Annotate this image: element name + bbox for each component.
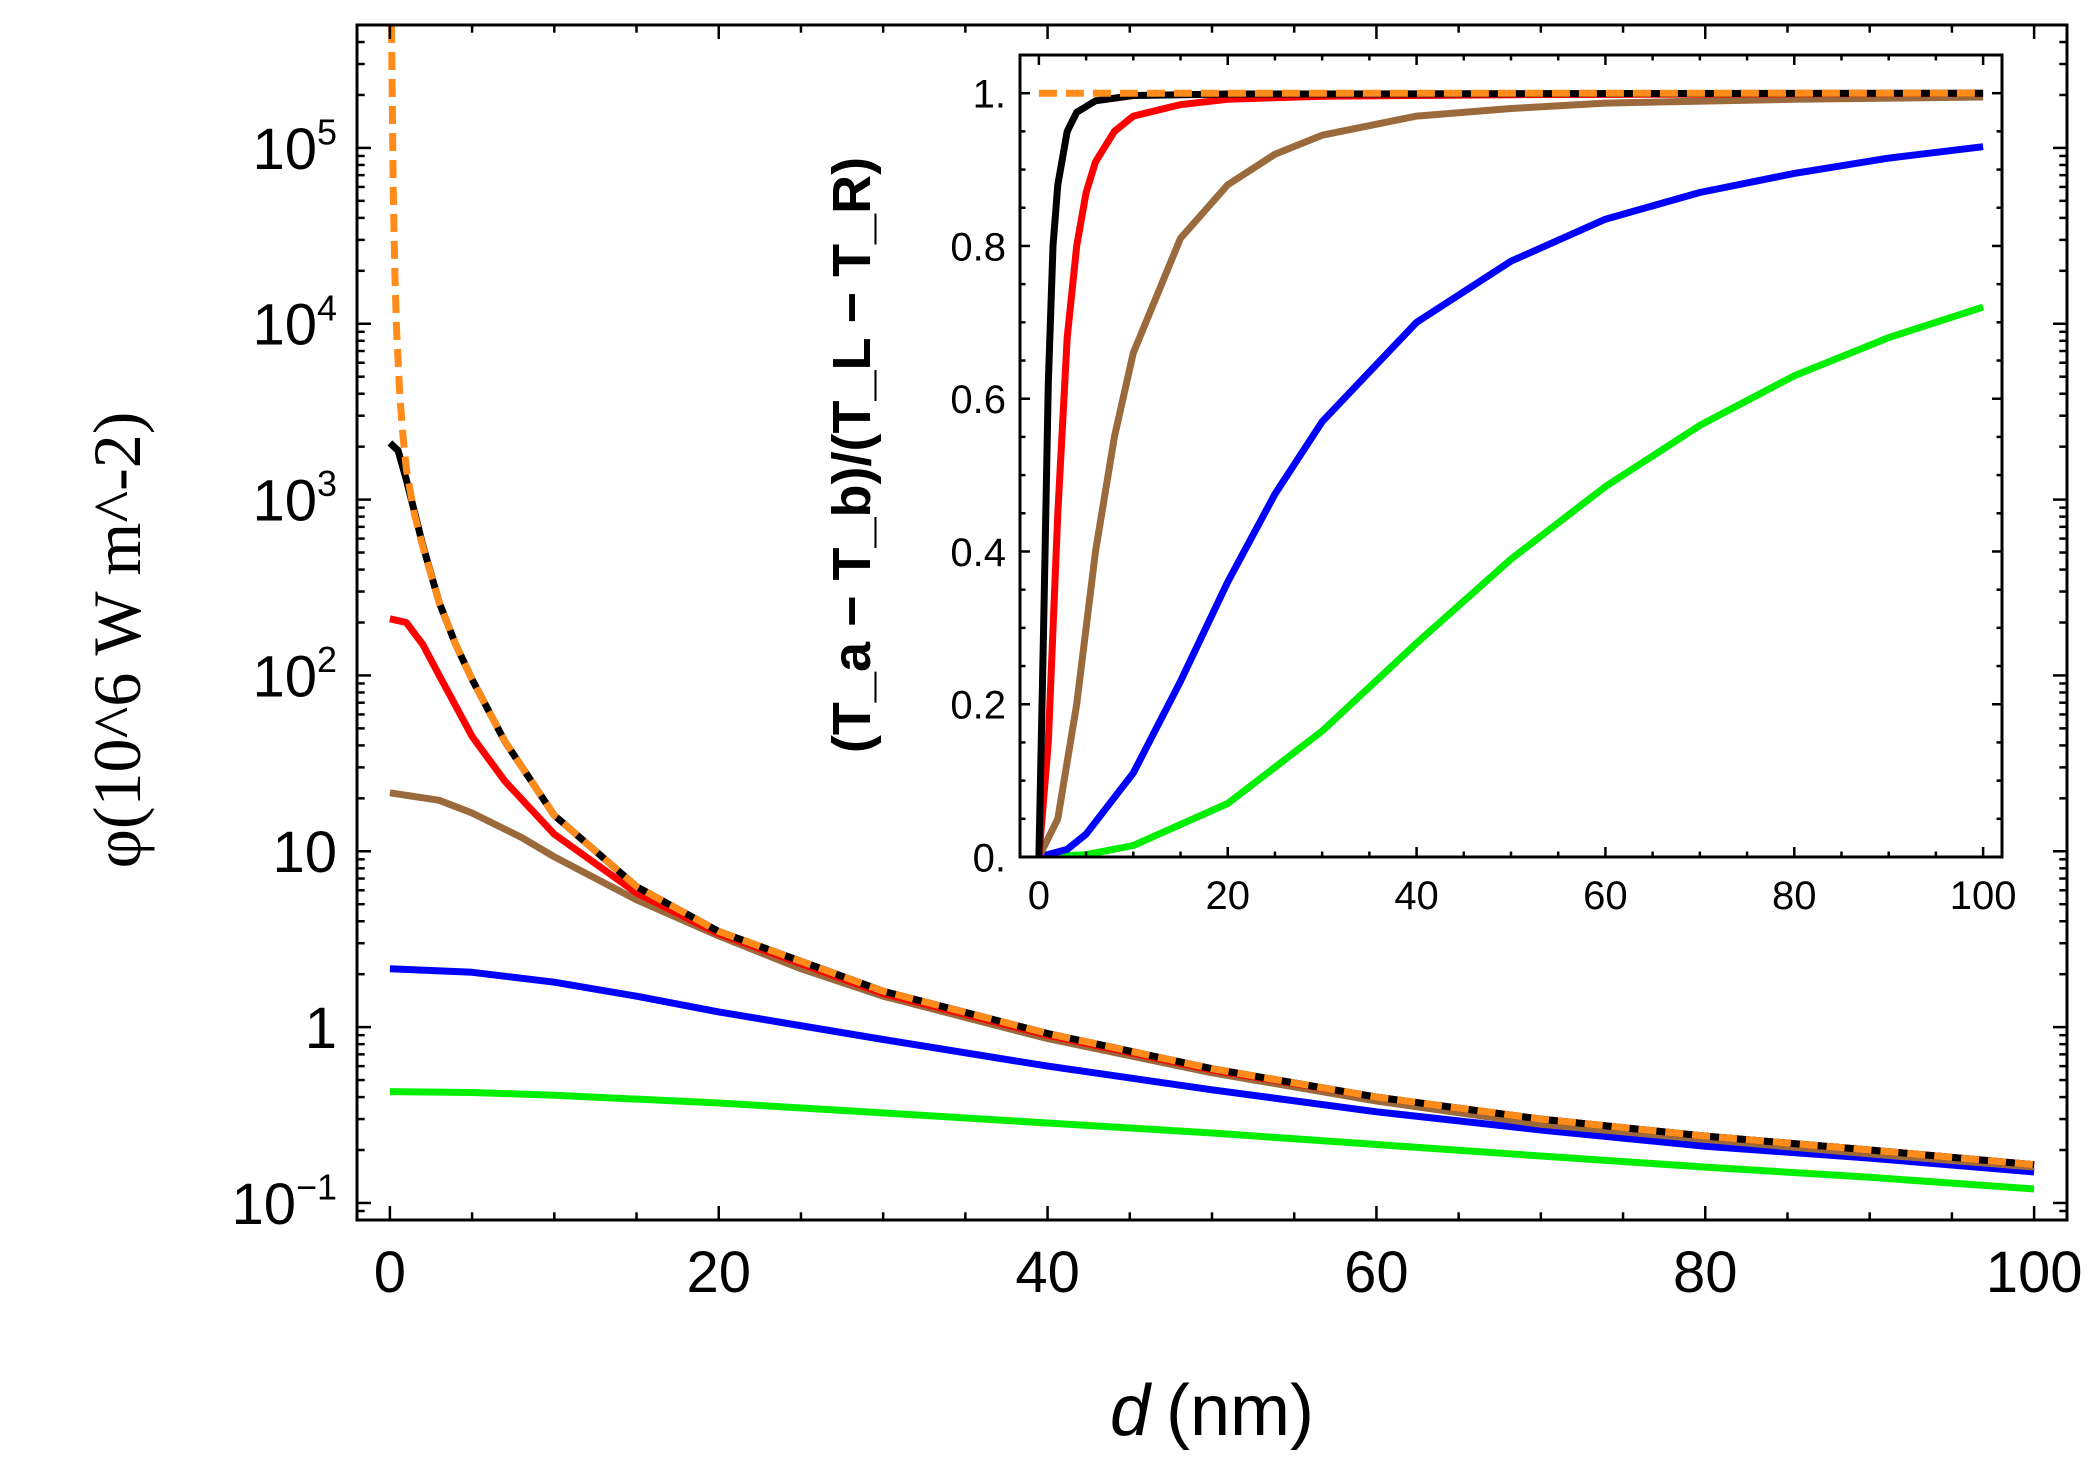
inset-y-tick-label: 0.8 (950, 225, 1006, 269)
main-y-tick-label: 1 (305, 996, 337, 1061)
main-y-tick-base: 10 (272, 820, 337, 885)
main-x-axis-variable: d (1110, 1371, 1152, 1451)
main-y-tick-label: 105 (252, 111, 337, 181)
main-y-tick-label: 103 (252, 463, 337, 533)
inset-y-tick-label: 1. (973, 73, 1006, 117)
main-x-tick-label: 80 (1673, 1240, 1738, 1305)
inset-x-tick-label: 100 (1950, 874, 2017, 918)
main-y-axis-label: φ(10^6 W m^-2) (79, 412, 155, 869)
main-x-tick-label: 20 (686, 1240, 751, 1305)
inset-series-brown (1035, 93, 1984, 857)
main-y-tick-exponent: 2 (317, 639, 337, 680)
inset-x-tick-label: 60 (1583, 874, 1628, 918)
main-x-tick-label: 60 (1344, 1240, 1409, 1305)
main-x-axis-label: d (nm) (1110, 1371, 1314, 1451)
inset-y-tick-label: 0.4 (950, 531, 1006, 575)
main-x-axis-unit: (nm) (1166, 1371, 1314, 1451)
inset-chart: 0 20 40 60 80 100 0. 0.2 0.4 0.6 0.8 1. (T_a − T_b)… (822, 53, 2017, 918)
inset-background (1020, 55, 2002, 857)
main-y-tick-exponent: 3 (317, 463, 337, 504)
main-series-green (389, 1088, 2035, 1193)
inset-x-tick-label: 20 (1205, 874, 1250, 918)
inset-x-tick-label: 0 (1028, 874, 1050, 918)
main-y-tick-base: 10 (252, 644, 317, 709)
main-y-tick-label: 104 (252, 287, 337, 357)
main-y-tick-exponent: −1 (296, 1166, 337, 1207)
main-y-tick-base: 10 (252, 293, 317, 358)
inset-y-tick-label: 0.2 (950, 684, 1006, 728)
inset-series-green (1038, 303, 1985, 857)
main-y-tick-base: 1 (305, 996, 337, 1061)
main-series-brown (389, 789, 2035, 1171)
inset-x-tick-label: 80 (1772, 874, 1817, 918)
main-y-tick-base: 10 (231, 1172, 296, 1237)
main-y-tick-label: 10−1 (231, 1166, 337, 1236)
main-x-tick-label: 100 (1986, 1240, 2083, 1305)
main-y-tick-label: 10 (272, 820, 337, 885)
main-series-blue (389, 965, 2035, 1176)
inset-x-tick-label: 40 (1394, 874, 1439, 918)
inset-y-axis-label: (T_a − T_b)/(T_L − T_R) (822, 157, 882, 753)
main-y-tick-base: 10 (252, 117, 317, 182)
main-y-tick-exponent: 4 (317, 287, 337, 328)
inset-y-tick-label: 0. (973, 836, 1006, 880)
main-y-tick-label: 102 (252, 639, 337, 709)
inset-y-tick-label: 0.6 (950, 378, 1006, 422)
inset-series-blue (1037, 143, 1984, 857)
main-y-tick-exponent: 5 (317, 111, 337, 152)
main-x-tick-label: 40 (1015, 1240, 1080, 1305)
main-y-tick-base: 10 (252, 468, 317, 533)
main-x-tick-label: 0 (374, 1240, 406, 1305)
main-series-orange-dashed (388, 25, 2035, 1169)
